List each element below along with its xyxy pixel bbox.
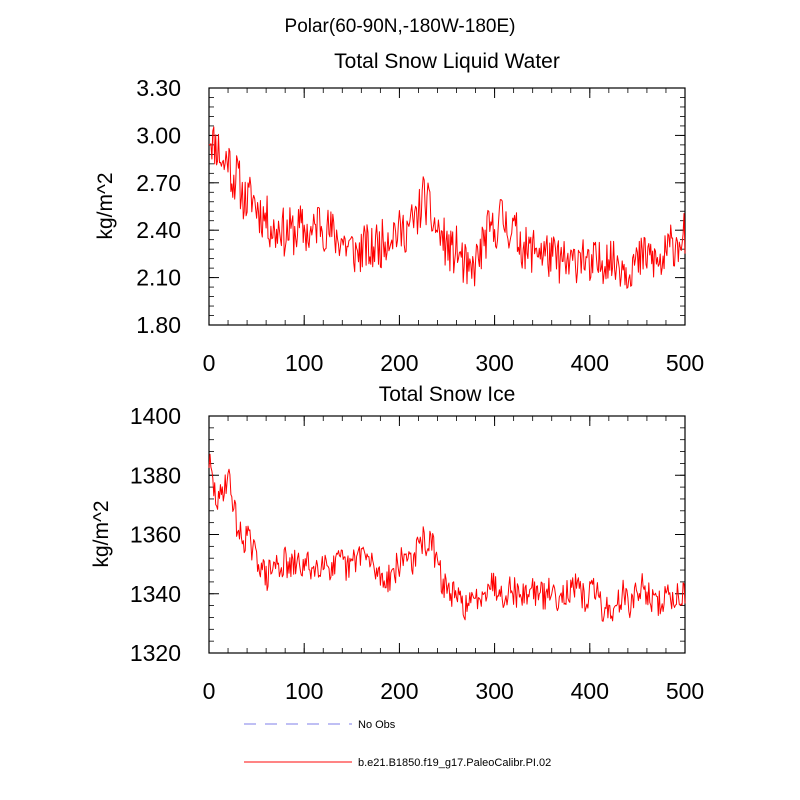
panel-snow-liquid-water: Total Snow Liquid Water kg/m^2 0 100 200 30… [94, 50, 704, 376]
legend: No Obs b.e21.B1850.f19_g17.PaleoCalibr.P… [244, 719, 551, 769]
y-tick-label: 1380 [130, 462, 181, 488]
plot-frame [208, 415, 686, 654]
x-tick-label: 300 [475, 678, 513, 704]
x-tick-label: 100 [285, 678, 323, 704]
x-tick-label: 400 [571, 350, 609, 376]
y-tick-label: 2.70 [136, 170, 181, 196]
y-tick-label: 1360 [130, 522, 181, 548]
x-tick-label: 500 [666, 678, 704, 704]
panel-snow-ice: Total Snow Ice kg/m^2 0 100 200 300 400 500 13… [90, 383, 704, 704]
x-tick-label: 400 [571, 678, 609, 704]
x-tick-label: 100 [285, 350, 323, 376]
y-tick-label: 1400 [130, 403, 181, 429]
x-tick-label: 0 [203, 350, 216, 376]
x-tick-label: 200 [380, 678, 418, 704]
legend-label-model-run: b.e21.B1850.f19_g17.PaleoCalibr.PI.02 [358, 757, 551, 769]
legend-label-no-obs: No Obs [358, 719, 396, 731]
figure-suptitle: Polar(60-90N,-180W-180E) [285, 16, 516, 37]
plot-frame [208, 87, 686, 326]
y-tick-label: 3.00 [136, 122, 181, 148]
chart-title-snow-ice: Total Snow Ice [379, 383, 516, 406]
series-line [208, 453, 686, 622]
x-tick-label: 200 [380, 350, 418, 376]
y-tick-label: 3.30 [136, 75, 181, 101]
x-tick-label: 0 [203, 678, 216, 704]
chart-title-liquid-water: Total Snow Liquid Water [334, 50, 560, 73]
y-axis-label-snow-ice: kg/m^2 [90, 500, 113, 567]
x-tick-label: 300 [475, 350, 513, 376]
y-axis-label-liquid-water: kg/m^2 [94, 172, 117, 239]
y-tick-label: 1340 [130, 581, 181, 607]
y-tick-label: 1320 [130, 640, 181, 666]
x-tick-label: 500 [666, 350, 704, 376]
y-tick-label: 2.40 [136, 217, 181, 243]
y-tick-label: 1.80 [136, 312, 181, 338]
series-line [208, 126, 686, 289]
y-tick-label: 2.10 [136, 265, 181, 291]
